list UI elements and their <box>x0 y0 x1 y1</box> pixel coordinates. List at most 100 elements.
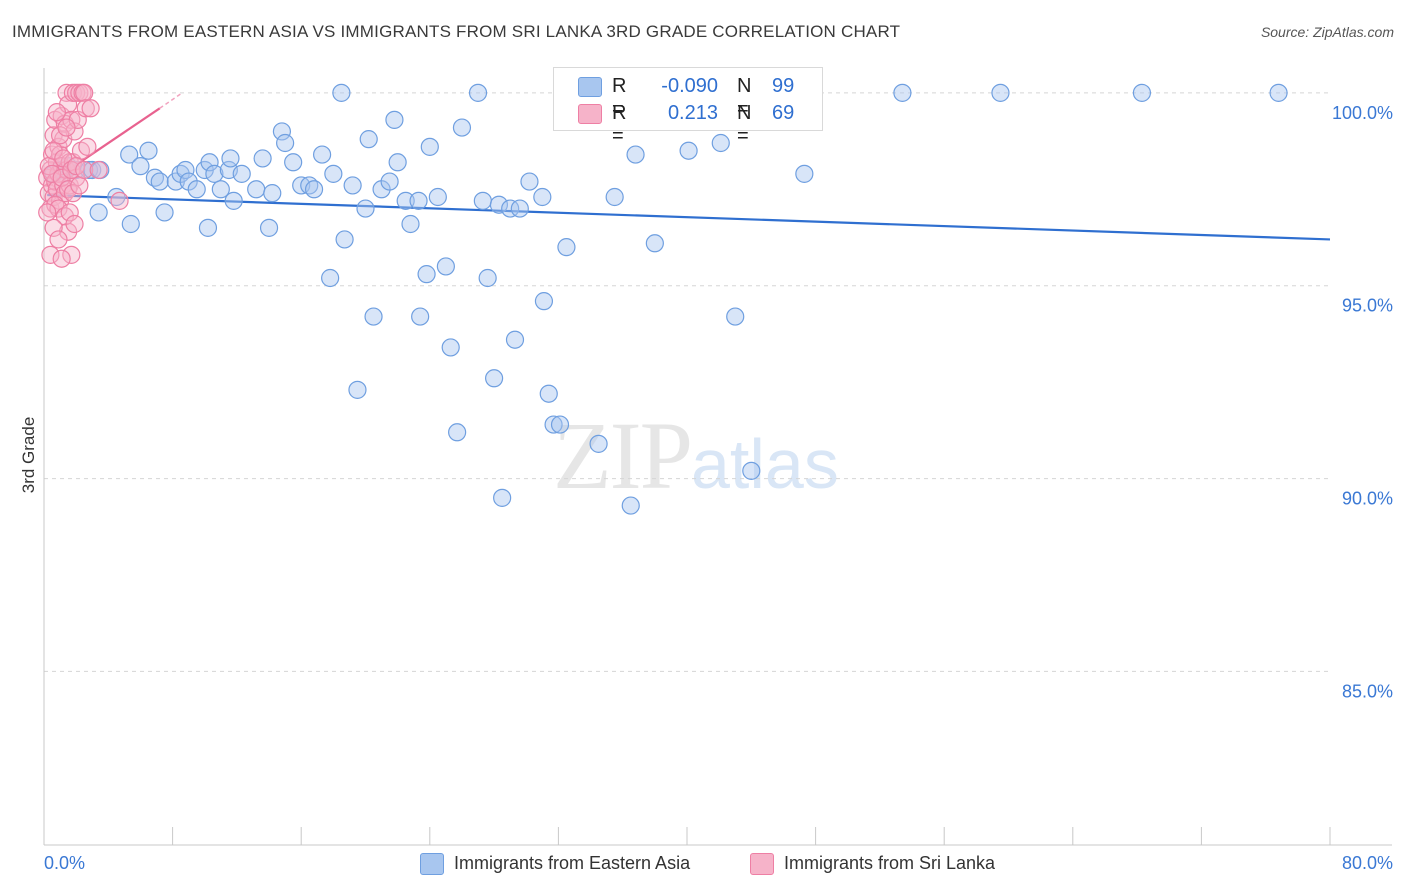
point-eastern-asia <box>448 423 467 442</box>
tick-labels: 85.0% 90.0% 95.0% 100.0% 0.0% 80.0% 3rd Grade <box>19 103 1393 873</box>
point-eastern-asia <box>396 191 415 210</box>
y-tick-label: 85.0% <box>1342 681 1393 701</box>
point-eastern-asia <box>89 203 108 222</box>
point-eastern-asia <box>211 180 230 199</box>
watermark-atlas: atlas <box>691 425 839 503</box>
r-label: R = <box>612 102 627 147</box>
y-tick-label: 90.0% <box>1342 489 1393 509</box>
point-eastern-asia <box>742 461 761 480</box>
point-sri-lanka <box>49 230 68 249</box>
point-eastern-asia <box>224 191 243 210</box>
point-eastern-asia <box>505 330 525 349</box>
n-label: N = <box>737 75 752 120</box>
point-eastern-asia <box>332 83 351 102</box>
legend-swatch-blue <box>420 853 444 875</box>
point-eastern-asia <box>489 195 509 214</box>
point-sri-lanka <box>110 191 129 210</box>
point-eastern-asia <box>121 214 140 234</box>
point-eastern-asia <box>120 145 139 164</box>
point-eastern-asia <box>436 257 455 276</box>
n-value: 69 <box>772 102 795 124</box>
point-eastern-asia <box>452 118 472 137</box>
point-eastern-asia <box>259 218 279 237</box>
point-eastern-asia <box>510 199 529 218</box>
point-eastern-asia <box>520 172 539 191</box>
point-eastern-asia <box>550 415 570 434</box>
point-eastern-asia <box>401 214 420 234</box>
point-sri-lanka <box>52 168 71 187</box>
point-sri-lanka <box>75 160 94 180</box>
point-eastern-asia <box>385 110 404 129</box>
point-eastern-asia <box>364 307 383 326</box>
point-eastern-asia <box>893 83 912 102</box>
point-eastern-asia <box>221 149 240 168</box>
point-eastern-asia <box>1132 83 1152 102</box>
point-eastern-asia <box>359 130 378 149</box>
point-eastern-asia <box>409 191 428 210</box>
chart-title: IMMIGRANTS FROM EASTERN ASIA VS IMMIGRAN… <box>12 22 901 41</box>
point-sri-lanka <box>44 141 63 160</box>
point-sri-lanka <box>65 214 84 234</box>
point-sri-lanka <box>57 118 76 137</box>
point-eastern-asia <box>473 191 492 210</box>
point-eastern-asia <box>557 238 576 257</box>
trend-line-eastern-asia <box>47 193 1331 241</box>
point-eastern-asia <box>253 149 272 168</box>
legend-label: Immigrants from Sri Lanka <box>784 853 996 873</box>
point-eastern-asia <box>468 83 488 102</box>
point-eastern-asia <box>539 384 558 403</box>
stats-legend: R = -0.090 N = 99 R = 0.213 N = 69 <box>553 67 823 147</box>
point-sri-lanka <box>89 160 108 180</box>
point-eastern-asia <box>380 172 399 191</box>
point-eastern-asia <box>200 153 219 172</box>
trend-line-sri-lanka-extension <box>159 92 183 109</box>
point-sri-lanka <box>41 245 60 264</box>
point-eastern-asia <box>679 141 698 160</box>
point-eastern-asia <box>343 176 362 195</box>
watermark-zip: ZIP <box>553 402 693 509</box>
point-eastern-asia <box>411 307 430 326</box>
point-eastern-asia <box>493 488 512 507</box>
x-tick-label: 0.0% <box>44 853 85 873</box>
point-eastern-asia <box>711 133 730 153</box>
point-eastern-asia <box>485 369 504 388</box>
point-eastern-asia <box>247 180 266 199</box>
point-eastern-asia <box>428 187 447 207</box>
watermark: ZIPatlas <box>553 400 839 511</box>
y-axis-label: 3rd Grade <box>19 417 38 494</box>
point-eastern-asia <box>356 199 375 218</box>
point-eastern-asia <box>324 164 343 183</box>
point-eastern-asia <box>726 307 745 326</box>
point-eastern-asia <box>544 415 563 434</box>
point-eastern-asia <box>131 157 150 176</box>
point-sri-lanka <box>76 99 95 118</box>
legend-label: Immigrants from Eastern Asia <box>454 853 691 873</box>
point-eastern-asia <box>621 496 640 515</box>
point-sri-lanka <box>75 83 94 102</box>
source-label: Source: ZipAtlas.com <box>1260 24 1394 40</box>
point-eastern-asia <box>533 187 552 207</box>
point-sri-lanka <box>47 103 66 122</box>
point-eastern-asia <box>263 184 282 203</box>
y-tick-label: 95.0% <box>1342 296 1393 316</box>
point-eastern-asia <box>534 292 554 311</box>
point-eastern-asia <box>187 180 206 199</box>
point-sri-lanka <box>44 218 63 237</box>
point-eastern-asia <box>478 268 497 288</box>
point-eastern-asia <box>198 218 218 237</box>
point-eastern-asia <box>272 122 292 141</box>
point-eastern-asia <box>335 230 354 249</box>
point-sri-lanka <box>57 83 76 102</box>
x-tick-label: 80.0% <box>1342 853 1393 873</box>
legend-swatch-blue <box>578 77 602 97</box>
point-eastern-asia <box>176 160 195 180</box>
point-eastern-asia <box>304 180 324 199</box>
data-points <box>38 83 1288 515</box>
point-sri-lanka <box>70 176 89 195</box>
point-sri-lanka <box>62 245 81 264</box>
point-eastern-asia <box>232 164 251 183</box>
point-eastern-asia <box>139 141 158 160</box>
point-eastern-asia <box>991 83 1010 102</box>
y-tick-label: 100.0% <box>1332 103 1393 123</box>
